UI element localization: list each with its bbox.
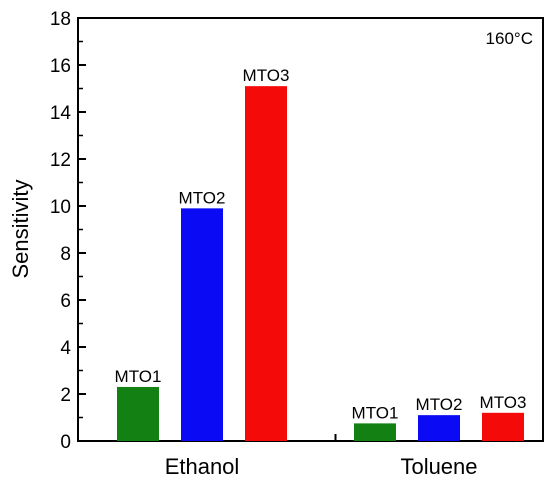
- bar-data-label: MTO1: [115, 367, 162, 386]
- bar-data-label: MTO3: [243, 66, 290, 85]
- x-category-label: Ethanol: [165, 454, 240, 479]
- y-tick-label: 10: [50, 197, 71, 218]
- bar-ethanol-mto1: [117, 386, 159, 441]
- x-category-label: Toluene: [400, 454, 477, 479]
- y-tick-label: 16: [50, 56, 71, 77]
- y-tick-label: 8: [60, 244, 71, 265]
- y-tick-label: 14: [50, 103, 72, 124]
- bar-ethanol-mto3: [245, 86, 287, 442]
- bar-data-label: MTO1: [352, 403, 399, 422]
- y-tick-label: 6: [60, 291, 71, 312]
- y-tick-label: 18: [50, 9, 71, 30]
- bar-toluene-mto1: [354, 423, 396, 441]
- bar-toluene-mto3: [482, 412, 524, 441]
- bar-data-label: MTO2: [179, 188, 226, 207]
- x-axis: Ethanol Toluene: [165, 434, 478, 479]
- bars: [117, 86, 524, 442]
- y-tick-label: 0: [60, 432, 71, 453]
- y-tick-label: 12: [50, 150, 71, 171]
- y-axis-label: Sensitivity: [8, 179, 33, 278]
- y-tick-label: 4: [60, 338, 71, 359]
- y-axis: 0 2 4 6 8 10 12 14 16 18: [50, 9, 86, 453]
- bar-data-label: MTO3: [480, 393, 527, 412]
- bar-data-label: MTO2: [416, 395, 463, 414]
- bar-toluene-mto2: [418, 415, 460, 441]
- data-labels: MTO1 MTO2 MTO3 MTO1 MTO2 MTO3: [115, 66, 527, 422]
- y-tick-label: 2: [60, 385, 71, 406]
- bar-ethanol-mto2: [181, 208, 223, 441]
- temperature-annotation: 160°C: [486, 29, 533, 48]
